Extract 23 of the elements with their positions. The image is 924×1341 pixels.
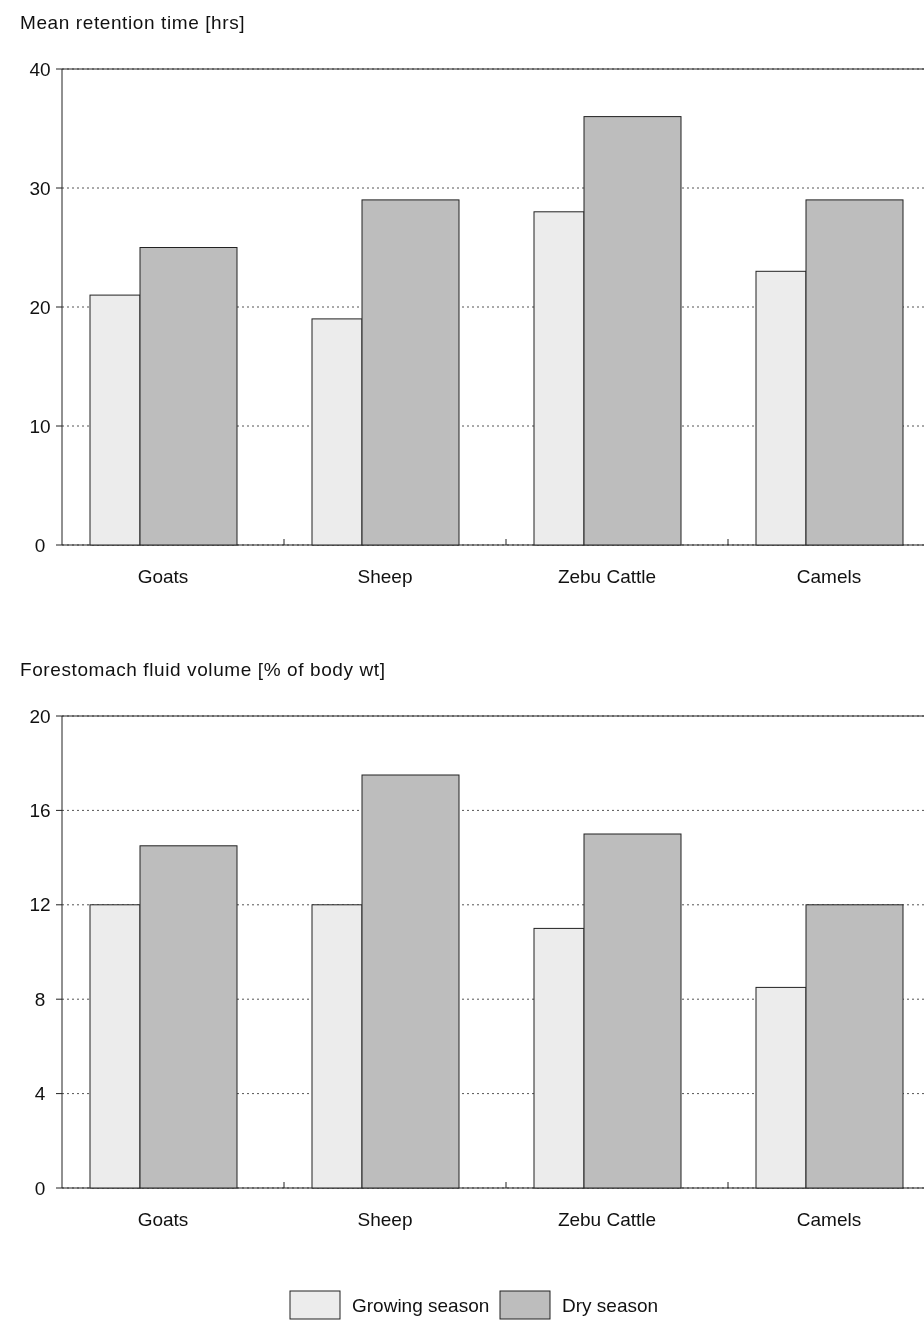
y-tick-label: 0 xyxy=(34,534,46,556)
x-tick-label: Goats xyxy=(137,1209,189,1230)
x-tick-label: Sheep xyxy=(357,1209,413,1230)
y-tick-label: 40 xyxy=(29,58,51,80)
x-tick-label: Camels xyxy=(796,566,862,587)
y-tick-label: 16 xyxy=(29,800,51,822)
x-tick-label: Camels xyxy=(796,1209,862,1230)
x-tick-label: Goats xyxy=(137,566,189,587)
chart-title: Mean retention time [hrs] xyxy=(20,12,246,33)
y-tick-label: 30 xyxy=(29,177,51,199)
x-tick-label: Zebu Cattle xyxy=(557,1209,657,1230)
y-tick-label: 12 xyxy=(29,894,51,916)
legend-label: Dry season xyxy=(562,1294,659,1316)
y-tick-label: 4 xyxy=(34,1083,46,1105)
x-tick-label: Sheep xyxy=(357,566,413,587)
y-tick-label: 20 xyxy=(29,296,51,318)
y-tick-label: 10 xyxy=(29,415,51,437)
y-tick-label: 20 xyxy=(29,705,51,727)
y-tick-label: 0 xyxy=(34,1177,46,1199)
chart-title: Forestomach fluid volume [% of body wt] xyxy=(20,659,386,680)
legend-label: Growing season xyxy=(352,1294,490,1316)
x-tick-label: Zebu Cattle xyxy=(557,566,657,587)
y-tick-label: 8 xyxy=(34,988,46,1010)
